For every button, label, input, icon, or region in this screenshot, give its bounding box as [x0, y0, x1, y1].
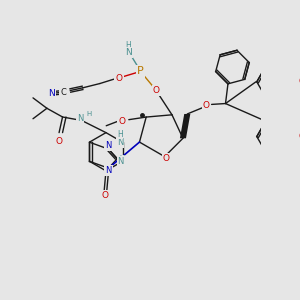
- Text: O: O: [203, 101, 210, 110]
- Text: H: H: [86, 110, 91, 116]
- Text: N: N: [77, 114, 83, 123]
- Text: O: O: [153, 86, 160, 95]
- Text: O: O: [118, 117, 125, 126]
- Text: H: H: [126, 41, 131, 50]
- Text: N: N: [125, 48, 132, 57]
- Text: N: N: [105, 166, 112, 175]
- Text: C: C: [61, 88, 66, 97]
- Text: O: O: [298, 132, 300, 141]
- Text: P: P: [137, 66, 144, 76]
- Text: H: H: [117, 130, 123, 139]
- Text: O: O: [116, 74, 122, 83]
- Text: O: O: [102, 191, 109, 200]
- Text: H: H: [120, 155, 125, 161]
- Text: N: N: [118, 157, 124, 166]
- Text: N: N: [105, 141, 112, 150]
- Text: N: N: [118, 157, 124, 166]
- Text: O: O: [298, 77, 300, 86]
- Text: O: O: [163, 154, 170, 163]
- Text: N: N: [117, 138, 123, 147]
- Text: O: O: [56, 137, 63, 146]
- Polygon shape: [180, 114, 190, 138]
- Text: N: N: [48, 89, 55, 98]
